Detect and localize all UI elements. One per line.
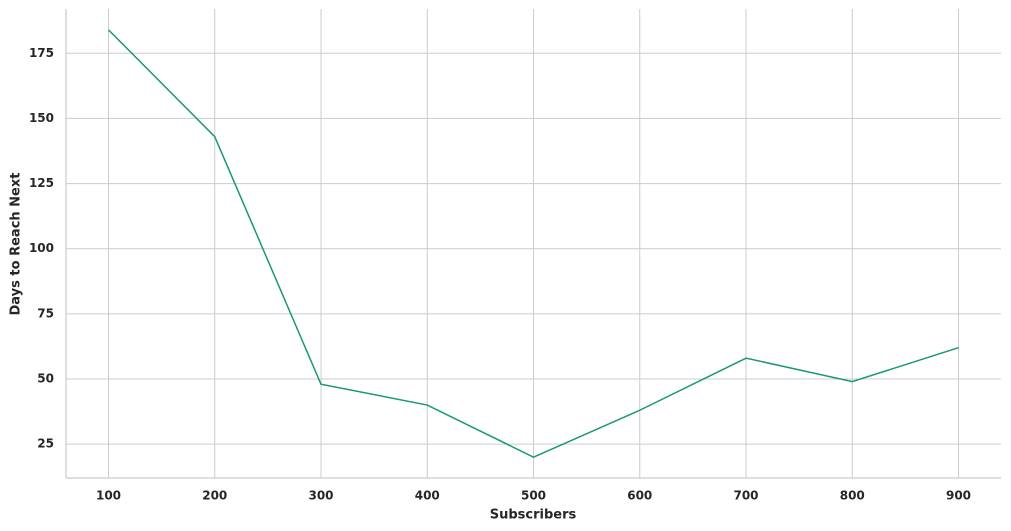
x-tick-label: 400 bbox=[415, 489, 440, 503]
x-tick-label: 900 bbox=[946, 489, 971, 503]
x-tick-label: 800 bbox=[840, 489, 865, 503]
y-tick-label: 25 bbox=[37, 437, 54, 451]
y-tick-label: 150 bbox=[29, 111, 54, 125]
y-tick-label: 50 bbox=[37, 371, 54, 385]
line bbox=[107, 29, 959, 458]
y-tick-label: 100 bbox=[29, 241, 54, 255]
y-axis-label: Days to Reach Next bbox=[9, 173, 24, 316]
x-tick-label: 300 bbox=[308, 489, 333, 503]
x-axis-label: Subscribers bbox=[490, 508, 577, 523]
x-tick-label: 600 bbox=[627, 489, 652, 503]
y-tick-label: 125 bbox=[29, 176, 54, 190]
x-tick-label: 700 bbox=[733, 489, 758, 503]
x-tick-label: 500 bbox=[521, 489, 546, 503]
x-tick-label: 200 bbox=[202, 489, 227, 503]
y-tick-label: 175 bbox=[29, 46, 54, 60]
x-tick-label: 100 bbox=[96, 489, 121, 503]
y-tick-label: 75 bbox=[37, 306, 54, 320]
